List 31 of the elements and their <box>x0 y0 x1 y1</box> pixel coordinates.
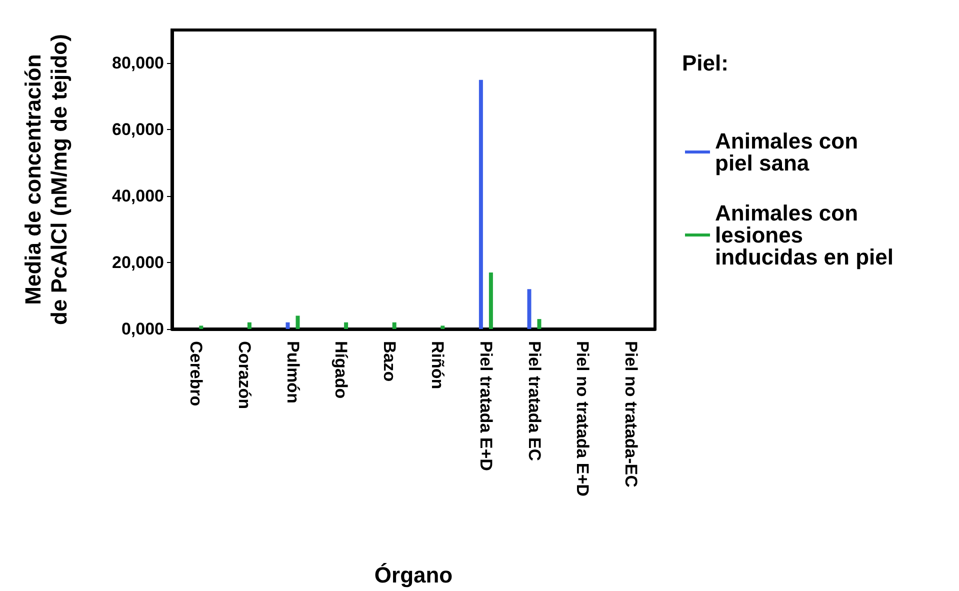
legend-label: Animales con lesiones inducidas en piel <box>715 200 894 270</box>
x-axis-title: Órgano <box>374 562 453 588</box>
y-tick-label: 60,000 <box>112 120 164 140</box>
bar <box>199 326 204 329</box>
y-tick-label: 0,000 <box>121 320 164 338</box>
x-tick-label: Riñón <box>428 341 448 390</box>
bar <box>392 322 396 329</box>
bar <box>286 322 290 329</box>
legend-label: Animales con piel sana <box>715 128 858 176</box>
y-tick-label: 80,000 <box>112 54 164 73</box>
bar <box>488 272 493 329</box>
bar <box>296 316 300 329</box>
y-tick-label: 40,000 <box>112 186 164 206</box>
x-tick-label: Pulmón <box>283 341 302 404</box>
x-tick-label: Bazo <box>380 341 399 382</box>
x-tick-label: Hígado <box>332 341 351 399</box>
x-tick-label: Piel tratada E+D <box>476 341 496 471</box>
bar <box>537 319 542 329</box>
x-tick-label: Piel tratada EC <box>524 341 544 461</box>
x-tick-label: Cerebro <box>186 341 206 406</box>
bar <box>527 289 532 329</box>
bar <box>440 326 445 329</box>
legend-title: Piel: <box>682 50 728 76</box>
bar <box>478 80 483 329</box>
bar <box>344 322 348 329</box>
y-axis-title: Media de concentración de PcAlCl (nM/mg de tejido) <box>20 34 72 325</box>
y-tick-label: 20,000 <box>112 253 164 272</box>
x-tick-label: Piel no tratada E+D <box>573 341 592 496</box>
x-tick-label: Piel no tratada-EC <box>621 341 640 488</box>
x-tick-label: Corazón <box>234 341 254 409</box>
bar <box>247 322 252 329</box>
